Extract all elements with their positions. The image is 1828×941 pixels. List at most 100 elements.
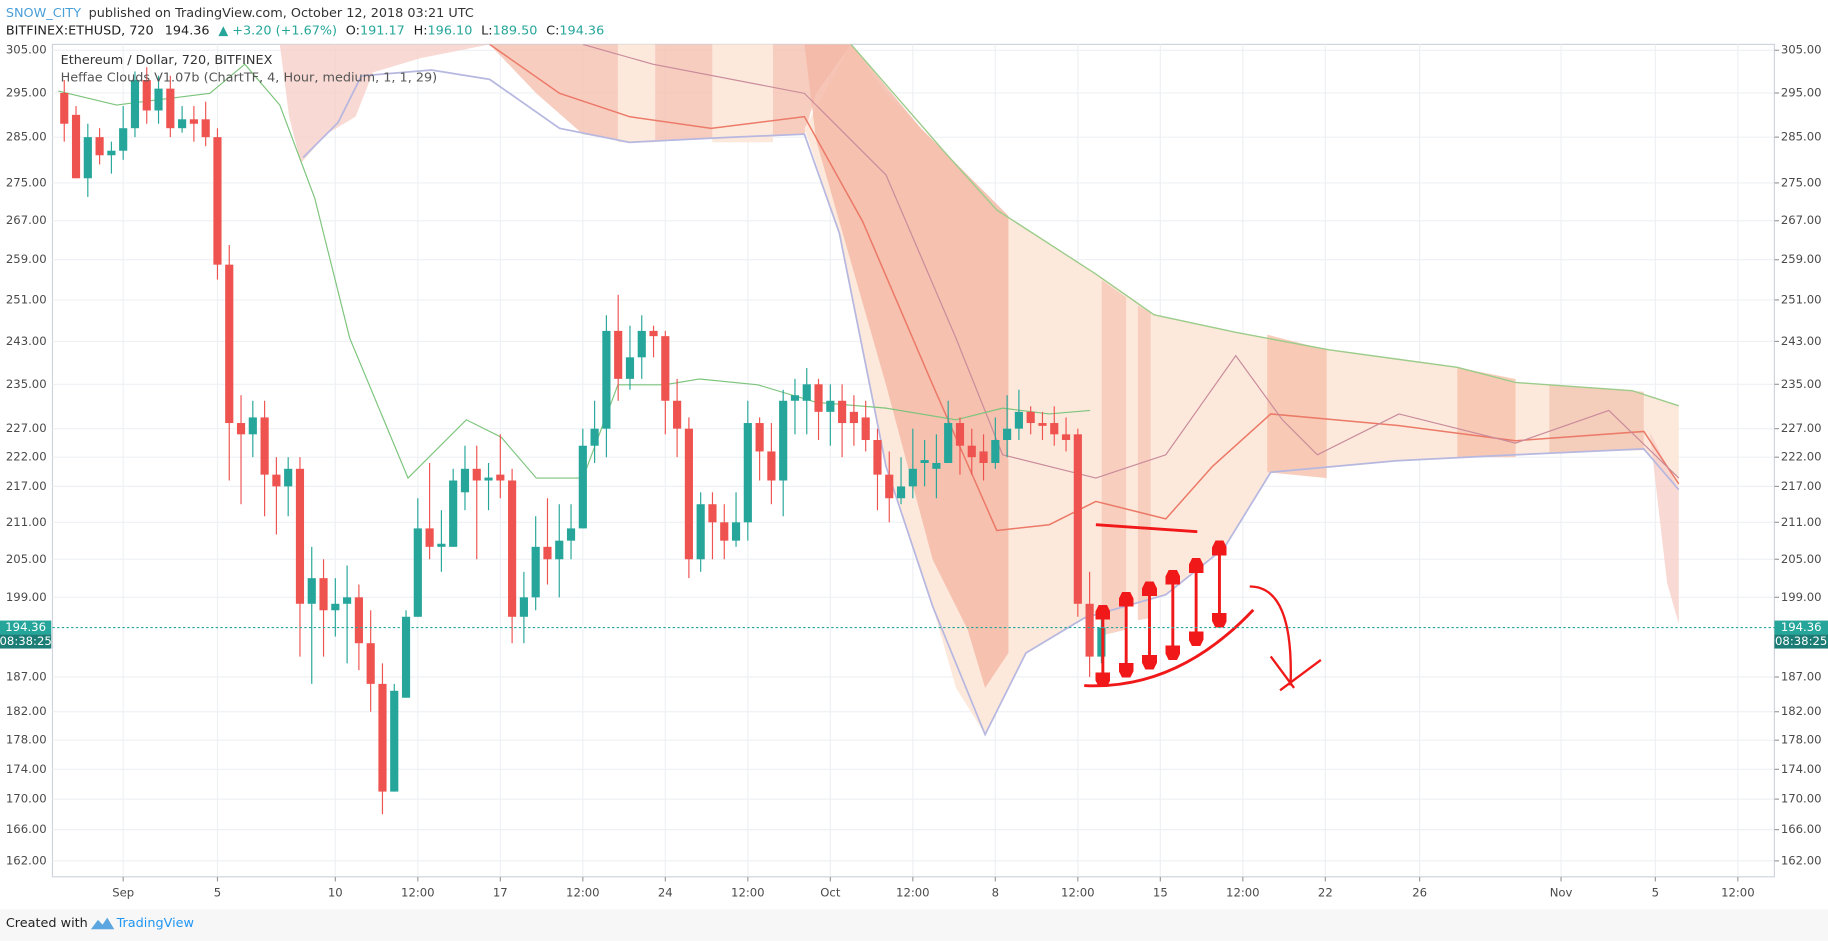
price-badge-label: 194.36 [1781, 620, 1822, 634]
drawn-line [1095, 523, 1198, 534]
candle-body [166, 88, 175, 129]
y2-tick-label: 211.00 [1781, 515, 1822, 529]
candle-body [331, 603, 340, 611]
y-tick-label: 174.00 [6, 762, 47, 776]
y-tick-label: 217.00 [6, 479, 47, 493]
y2-tick-label: 182.00 [1781, 704, 1822, 718]
y-tick-label: 285.00 [6, 130, 47, 144]
candle-body [731, 522, 741, 541]
candle-body [154, 88, 163, 111]
y2-tick-label: 243.00 [1781, 334, 1822, 348]
candle-body [908, 468, 917, 487]
candle-body [896, 486, 906, 499]
price-badge [1774, 620, 1828, 635]
cloud-band [1549, 384, 1644, 453]
candle-body [83, 137, 92, 179]
candle-body [519, 597, 528, 617]
countdown-badge [0, 634, 52, 649]
candle-body [60, 92, 69, 124]
x-tick-label: 5 [214, 886, 221, 900]
y-tick-label: 170.00 [6, 792, 47, 806]
candle-body [625, 357, 635, 379]
x-tick-label: 22 [1318, 886, 1333, 900]
candle-body [555, 540, 564, 560]
ohlc-value: 189.50 [493, 23, 538, 38]
y2-tick-label: 166.00 [1781, 822, 1822, 836]
cloud-line [302, 69, 1680, 737]
candle-body [496, 474, 505, 481]
candle-body [1050, 423, 1059, 435]
countdown-label: 08:38:25 [0, 634, 52, 648]
legend-entry: Heffae Clouds V1.07b (ChartTF, 4, Hour, … [61, 71, 438, 86]
drawn-cross [1269, 655, 1322, 692]
ohlc-label: L: [481, 23, 492, 38]
y2-tick-label: 267.00 [1781, 213, 1822, 227]
y-tick-label: 211.00 [6, 515, 47, 529]
y2-tick-label: 178.00 [1781, 733, 1822, 747]
candle-body [720, 522, 729, 541]
change: ▲ +3.20 (+1.67%) [218, 23, 337, 38]
y-tick-label: 162.00 [6, 853, 47, 867]
y-tick-label: 199.00 [6, 590, 47, 604]
candle-body [343, 597, 352, 604]
candle-body [472, 468, 481, 481]
candle-body [861, 417, 870, 441]
y-tick-label: 222.00 [6, 450, 47, 464]
y-tick-label: 205.00 [6, 552, 47, 566]
candle-body [225, 264, 234, 424]
candle-body [378, 683, 387, 792]
candle-body [673, 400, 682, 429]
candle-body [437, 543, 446, 547]
candle-body [401, 616, 411, 698]
candle-body [566, 528, 576, 541]
candle-body [319, 578, 328, 611]
heffae-clouds [58, 44, 1680, 737]
candle-body [967, 445, 976, 458]
cloud-band [1137, 305, 1151, 621]
quote-line: BITFINEX:ETHUSD, 720 194.36 ▲ +3.20 (+1.… [6, 23, 604, 38]
y2-tick-label: 170.00 [1781, 792, 1822, 806]
candle-body [790, 395, 800, 401]
candle-body [260, 417, 269, 475]
x-tick-label: 8 [992, 886, 999, 900]
candle-body [590, 428, 599, 446]
y2-tick-label: 285.00 [1781, 130, 1822, 144]
candle-body [661, 336, 670, 401]
y2-tick-label: 227.00 [1781, 421, 1822, 435]
x-tick-label: 26 [1412, 886, 1427, 900]
x-tick-label: 10 [328, 886, 343, 900]
footer-brand[interactable]: TradingView [116, 916, 194, 931]
cloud-band [1101, 279, 1127, 636]
last: 194.36 [165, 23, 210, 38]
legend: Ethereum / Dollar, 720, BITFINEX Heffae … [61, 53, 438, 85]
drawn-curve [1249, 585, 1292, 686]
ohlc-value: 194.36 [559, 23, 604, 38]
moving-average [58, 63, 1091, 480]
candle-body [955, 423, 965, 446]
candle-body [178, 119, 187, 129]
candle-body [366, 643, 375, 684]
y2-tick-label: 217.00 [1781, 479, 1822, 493]
y-tick-label: 267.00 [6, 213, 47, 227]
candle-body [779, 400, 788, 481]
candle-body [1061, 434, 1071, 441]
cloud [1649, 431, 1679, 624]
x-tick-label: 12:00 [1226, 886, 1260, 900]
candle-body [307, 578, 316, 604]
y2-tick-label: 187.00 [1781, 670, 1822, 684]
candle-body [213, 137, 222, 265]
price-badge [0, 620, 52, 635]
candle-body [413, 528, 422, 617]
y2-tick-label: 174.00 [1781, 762, 1822, 776]
cloud-line [582, 44, 1680, 479]
footer-text: Created with [6, 916, 88, 931]
drawings [1084, 523, 1322, 692]
cloud-band [1267, 334, 1327, 479]
candle-body [284, 468, 293, 487]
candle-body [838, 400, 847, 424]
x-tick-label: Sep [112, 886, 134, 900]
y-tick-label: 251.00 [6, 292, 47, 306]
candle-body [684, 428, 693, 560]
cloud-line [489, 44, 1680, 532]
